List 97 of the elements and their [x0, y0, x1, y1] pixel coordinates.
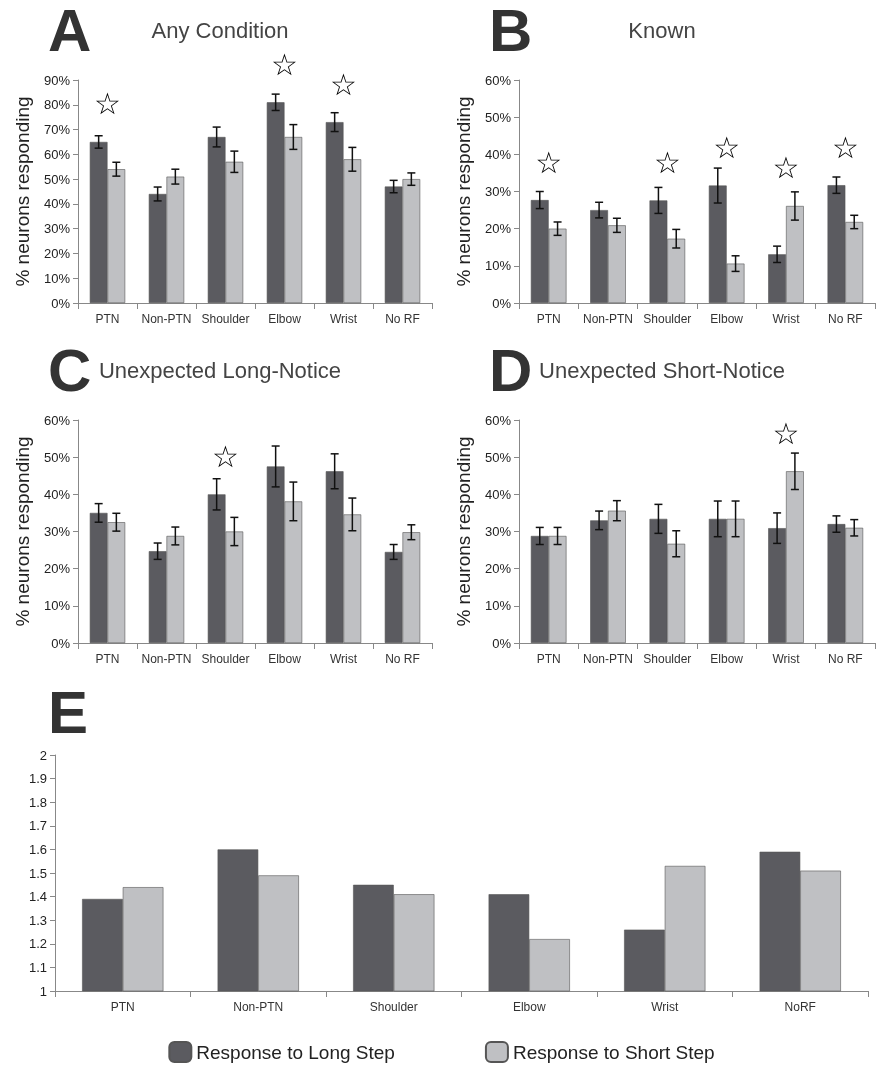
y-tick-label: 60%: [484, 412, 512, 428]
annotation: ☆: [772, 415, 800, 451]
x-tick-label: PTN: [95, 312, 120, 326]
annotation: ☆: [535, 144, 563, 180]
y-tick-label: 60%: [43, 412, 71, 428]
chart-title: Unexpected Short-Notice: [539, 357, 785, 383]
y-tick-label: 1: [39, 983, 47, 999]
annotation: ☆: [713, 130, 741, 166]
x-tick-label: Elbow: [268, 312, 302, 326]
y-tick-label: 10%: [43, 270, 71, 286]
y-tick-label: 1.3: [28, 912, 47, 928]
annotation: ☆: [330, 66, 357, 102]
x-tick-label: Elbow: [268, 652, 302, 666]
y-tick-label: 1.8: [28, 794, 47, 810]
text: C: [48, 336, 92, 404]
y-tick-label: 50%: [43, 449, 71, 465]
x-tick-label: Elbow: [512, 1000, 546, 1014]
y-tick-label: 20%: [43, 245, 71, 261]
y-tick-label: 60%: [43, 146, 71, 162]
x-tick-label: PTN: [536, 652, 561, 666]
x-tick-label: Non-PTN: [582, 652, 634, 666]
y-tick-label: 1.5: [28, 865, 47, 881]
text: A: [48, 0, 92, 64]
x-tick-label: No RF: [385, 652, 420, 666]
y-tick-label: 1.6: [28, 841, 47, 857]
y-tick-label: 30%: [43, 221, 71, 237]
y-tick-label: 0%: [492, 635, 512, 651]
x-tick-label: PTN: [110, 1000, 135, 1014]
y-tick-label: 0%: [51, 295, 71, 311]
x-tick-label: Wrist: [772, 652, 801, 666]
y-tick-label: 90%: [43, 72, 71, 88]
annotation: ☆: [831, 129, 859, 165]
x-tick-label: Non-PTN: [582, 312, 634, 326]
y-tick-label: 60%: [484, 72, 512, 88]
x-tick-label: PTN: [95, 652, 120, 666]
y-tick-label: 30%: [484, 524, 512, 539]
y-tick-label: 20%: [484, 221, 512, 237]
y-tick-label: 1.9: [28, 771, 47, 787]
y-tick-label: 0%: [51, 635, 71, 651]
y-axis-title: % neurons responding: [453, 96, 474, 287]
y-tick-label: 0%: [492, 295, 512, 311]
text: B: [489, 0, 533, 64]
y-tick-label: 10%: [484, 258, 512, 274]
x-tick-label: NoRF: [784, 1000, 816, 1014]
legend-label: Response to Short Step: [512, 1041, 715, 1063]
annotation: ☆: [212, 438, 239, 474]
chart-title: Any Condition: [151, 17, 289, 43]
x-tick-label: Non-PTN: [141, 652, 192, 666]
legend-label: Response to Long Step: [196, 1041, 395, 1063]
y-axis-title: % neurons responding: [12, 436, 33, 627]
x-tick-label: Wrist: [329, 312, 358, 326]
y-tick-label: 70%: [43, 122, 71, 138]
x-tick-label: No RF: [828, 312, 863, 326]
y-tick-label: 20%: [43, 561, 71, 577]
annotation: ☆: [271, 46, 298, 82]
x-tick-label: Wrist: [651, 1000, 679, 1014]
text: D: [489, 336, 533, 404]
y-axis-title: % neurons responding: [12, 96, 33, 287]
y-tick-label: 1.4: [28, 889, 47, 905]
x-tick-label: Shoulder: [643, 312, 692, 326]
y-tick-label: 10%: [484, 598, 512, 614]
x-tick-label: Non-PTN: [233, 1000, 284, 1014]
y-tick-label: 50%: [484, 109, 512, 125]
x-tick-label: No RF: [828, 652, 863, 666]
x-tick-label: Shoulder: [369, 1000, 418, 1014]
y-tick-label: 40%: [43, 486, 71, 502]
y-tick-label: 20%: [484, 561, 512, 577]
y-tick-label: 30%: [484, 184, 512, 199]
y-tick-label: 1.7: [28, 818, 47, 834]
x-tick-label: Shoulder: [643, 652, 692, 666]
y-tick-label: 50%: [43, 171, 71, 187]
y-tick-label: 80%: [43, 97, 71, 113]
y-tick-label: 40%: [43, 196, 71, 212]
y-tick-label: 40%: [484, 486, 512, 502]
chart-title: Known: [628, 17, 696, 43]
text: E: [48, 678, 89, 746]
y-tick-label: 10%: [43, 598, 71, 614]
y-tick-label: 1.1: [28, 959, 47, 975]
annotation: ☆: [94, 86, 121, 122]
y-axis-title: % neurons responding: [453, 436, 474, 627]
annotation: ☆: [772, 150, 800, 186]
x-tick-label: No RF: [385, 312, 420, 326]
x-tick-label: Wrist: [329, 652, 358, 666]
y-tick-label: 30%: [43, 524, 71, 539]
annotation: ☆: [653, 144, 681, 180]
x-tick-label: Elbow: [710, 312, 744, 326]
x-tick-label: Elbow: [710, 652, 744, 666]
x-tick-label: PTN: [536, 312, 561, 326]
y-tick-label: 2: [39, 747, 47, 763]
x-tick-label: Shoulder: [201, 312, 250, 326]
x-tick-label: Shoulder: [201, 652, 250, 666]
x-tick-label: Non-PTN: [141, 312, 192, 326]
chart-title: Unexpected Long-Notice: [98, 357, 342, 383]
y-tick-label: 1.2: [28, 936, 47, 952]
y-tick-label: 50%: [484, 449, 512, 465]
y-tick-label: 40%: [484, 146, 512, 162]
x-tick-label: Wrist: [772, 312, 801, 326]
